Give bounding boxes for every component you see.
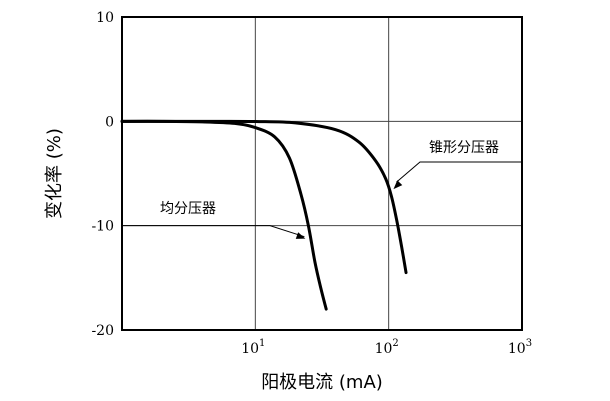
- curves: [120, 119, 408, 311]
- annotation-label: 锥形分压器: [429, 140, 499, 156]
- annotation-leader: [396, 161, 522, 183]
- x-axis-title: 阳极电流 (mA): [261, 372, 383, 393]
- series-line-1: [120, 119, 328, 311]
- y-axis-title: 变化率 (%): [44, 128, 65, 219]
- grid-lines: [122, 17, 522, 330]
- x-tick-label: 101: [241, 338, 265, 357]
- annotation-leader: [122, 225, 305, 238]
- y-tick-label: -10: [91, 219, 114, 235]
- x-tick-label: 102: [375, 338, 399, 357]
- series-line-2: [120, 119, 408, 275]
- x-tick-exponent: 2: [392, 338, 398, 349]
- plot-frame: [121, 16, 523, 331]
- annotation-arrowhead: [295, 232, 306, 239]
- y-tick-label: 10: [96, 10, 114, 26]
- annotation-label: 均分压器: [160, 201, 216, 217]
- x-tick-labels: 101 102 103: [241, 338, 532, 357]
- annotation-arrowhead: [393, 180, 403, 190]
- y-tick-label: 0: [105, 114, 114, 130]
- y-tick-labels: 10 0 -10 -20: [91, 10, 114, 339]
- x-tick-label: 103: [508, 338, 532, 357]
- annotation-leaders: [122, 161, 522, 239]
- x-tick-base: 10: [375, 341, 393, 357]
- y-tick-label: -20: [91, 323, 114, 339]
- x-tick-exponent: 3: [526, 338, 532, 349]
- annotations: 均分压器 锥形分压器: [160, 140, 499, 217]
- x-tick-base: 10: [508, 341, 526, 357]
- x-tick-base: 10: [241, 341, 259, 357]
- x-tick-exponent: 1: [259, 338, 265, 349]
